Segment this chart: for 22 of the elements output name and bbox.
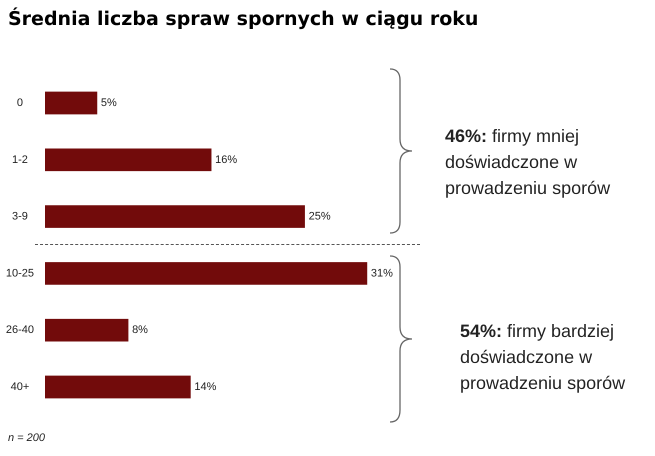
chart-title: Średnia liczba spraw spornych w ciągu roku xyxy=(8,8,478,30)
y-tick-label: 3-9 xyxy=(12,210,28,223)
bar xyxy=(45,376,191,398)
data-label: 31% xyxy=(370,267,394,280)
y-tick-label: 0 xyxy=(16,97,23,110)
data-label: 16% xyxy=(215,154,238,166)
data-label: 8% xyxy=(132,324,148,336)
bar xyxy=(45,205,305,228)
text: 46%: firmy mniej doświadczone w prowadzeniu sporów xyxy=(445,125,612,200)
y-tick-label: 1-2 xyxy=(12,154,28,166)
y-tick-label: 40+ xyxy=(10,381,30,394)
text: n = 200 xyxy=(8,432,46,444)
data-label: 14% xyxy=(194,381,217,394)
text: 54%: firmy bardziej doświadczone w prowadzeniu sporów xyxy=(460,320,626,395)
bar xyxy=(45,148,212,172)
bar xyxy=(45,92,98,114)
data-label: 25% xyxy=(308,210,331,223)
bar xyxy=(45,318,128,342)
bar xyxy=(45,262,368,285)
y-tick-label: 26-40 xyxy=(6,324,34,336)
data-label: 5% xyxy=(100,97,118,110)
y-tick-label: 10-25 xyxy=(6,267,34,280)
